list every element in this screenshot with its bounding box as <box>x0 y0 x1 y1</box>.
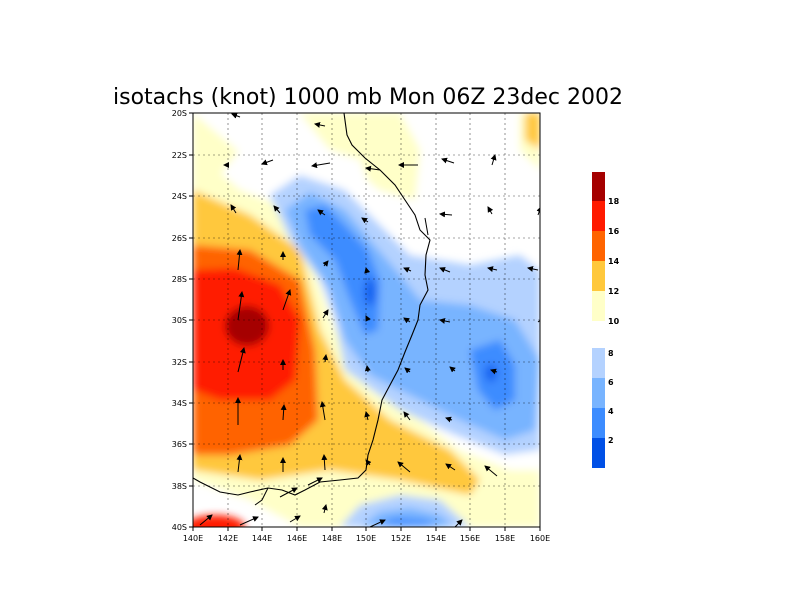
lat-label: 22S <box>172 151 187 160</box>
colorbar-label: 16 <box>608 227 620 236</box>
lon-label: 156E <box>460 534 480 543</box>
lat-label: 38S <box>172 482 187 491</box>
lat-label: 32S <box>172 358 187 367</box>
colorbar-label: 14 <box>608 257 620 266</box>
lat-label: 28S <box>172 275 187 284</box>
lat-label: 34S <box>172 399 187 408</box>
lon-label: 142E <box>218 534 238 543</box>
colorbar-swatch <box>592 231 605 261</box>
colorbar-upper: 18 16 14 12 10 <box>592 172 620 326</box>
lon-label: 144E <box>252 534 272 543</box>
colorbar-lower: 8 6 4 2 <box>592 348 614 468</box>
colorbar-label: 8 <box>608 349 614 358</box>
colorbar-label: 18 <box>608 197 620 206</box>
colorbar-swatch <box>592 201 605 231</box>
map-title: isotachs (knot) 1000 mb Mon 06Z 23dec 20… <box>113 85 623 110</box>
lat-label: 36S <box>172 440 187 449</box>
longitude-labels: 140E 142E 144E 146E 148E 150E 152E 154E … <box>183 534 550 543</box>
colorbar-swatch <box>592 438 605 468</box>
lat-label: 30S <box>172 316 187 325</box>
colorbar-swatch <box>592 408 605 438</box>
lat-label: 24S <box>172 192 187 201</box>
lon-label: 154E <box>426 534 446 543</box>
lon-label: 158E <box>495 534 515 543</box>
colorbar-label: 2 <box>608 436 614 445</box>
colorbar-swatch <box>592 172 605 201</box>
wind-vectors <box>199 113 540 527</box>
lat-label: 26S <box>172 234 187 243</box>
colorbar-label: 12 <box>608 287 619 296</box>
lat-label: 40S <box>172 523 187 532</box>
colorbar-swatch <box>592 261 605 291</box>
lon-label: 150E <box>356 534 376 543</box>
colorbar-swatch <box>592 291 605 321</box>
lon-label: 148E <box>322 534 342 543</box>
colorbar-swatch <box>592 378 605 408</box>
graticule <box>193 113 540 527</box>
lon-label: 140E <box>183 534 203 543</box>
colorbar-swatch <box>592 348 605 378</box>
lat-label: 20S <box>172 109 187 118</box>
latitude-labels: 20S 22S 24S 26S 28S 30S 32S 34S 36S 38S … <box>172 109 187 532</box>
lon-label: 146E <box>287 534 307 543</box>
isotach-field <box>193 113 540 527</box>
lon-label: 160E <box>530 534 550 543</box>
lon-label: 152E <box>391 534 411 543</box>
colorbar-label: 10 <box>608 317 620 326</box>
colorbar-label: 4 <box>608 407 614 416</box>
colorbar-label: 6 <box>608 378 614 387</box>
